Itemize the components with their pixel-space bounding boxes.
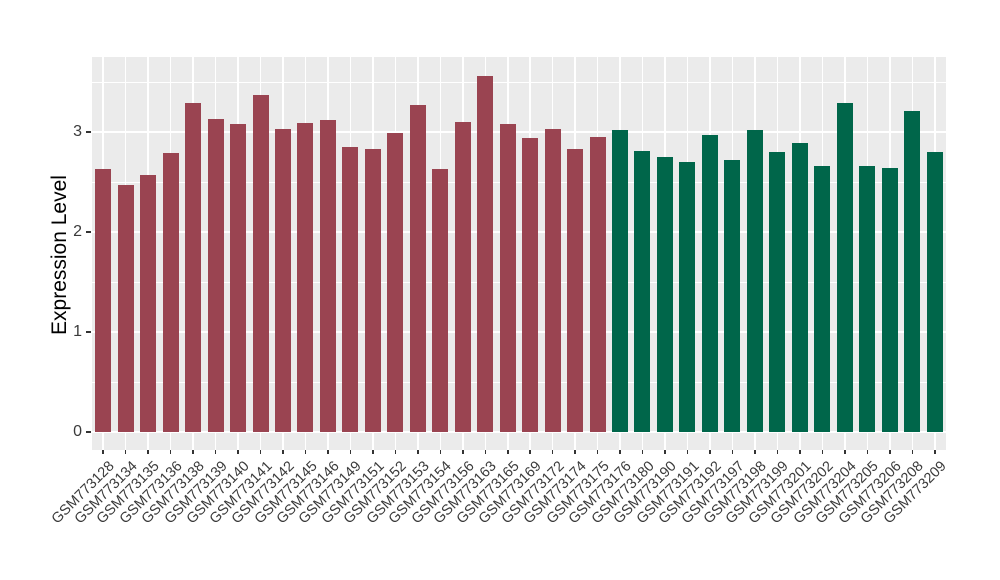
y-tick (86, 231, 91, 233)
bar (274, 129, 291, 432)
y-tick (86, 131, 91, 133)
bar (499, 124, 516, 432)
bar (185, 103, 202, 432)
x-tick (731, 450, 734, 454)
x-tick (214, 450, 217, 454)
x-tick (934, 450, 936, 454)
y-tick-label: 3 (73, 123, 82, 140)
x-tick (844, 450, 846, 454)
gridline-h-minor (92, 282, 946, 283)
bar (904, 111, 921, 432)
bar (589, 137, 606, 432)
x-tick (596, 450, 599, 454)
x-tick (686, 450, 689, 454)
gridline-h-major (92, 331, 946, 333)
bar (522, 138, 539, 432)
bar (791, 143, 808, 432)
x-tick (102, 450, 104, 454)
x-tick (439, 450, 442, 454)
bar (477, 76, 494, 432)
bar (679, 162, 696, 432)
plot-panel (92, 57, 946, 450)
x-tick (394, 450, 397, 454)
x-tick (304, 450, 307, 454)
bar (544, 129, 561, 432)
bar (746, 130, 763, 432)
y-tick-label: 2 (73, 223, 82, 240)
x-tick (776, 450, 779, 454)
bar (95, 169, 112, 432)
bar (567, 149, 584, 432)
bar (297, 123, 314, 432)
bar (342, 147, 359, 432)
bar (252, 95, 269, 432)
bars-layer (92, 57, 946, 432)
bar (364, 149, 381, 432)
bar (207, 119, 224, 432)
y-tick (86, 331, 91, 333)
x-tick (192, 450, 194, 454)
bar (409, 105, 426, 432)
bar (612, 130, 629, 432)
bar (814, 166, 831, 432)
y-tick-label: 1 (73, 323, 82, 340)
y-axis-title: Expression Level (48, 175, 71, 335)
x-tick (237, 450, 239, 454)
gridline-h-minor (92, 182, 946, 183)
y-tick-label: 0 (73, 423, 82, 440)
x-tick (709, 450, 711, 454)
bar (881, 168, 898, 432)
bar (140, 175, 157, 432)
bar (230, 124, 247, 432)
bar (319, 120, 336, 432)
bar (387, 133, 404, 432)
bar (117, 185, 134, 432)
x-tick (372, 450, 374, 454)
bar (701, 135, 718, 432)
x-tick (551, 450, 554, 454)
bar (769, 152, 786, 432)
x-tick (147, 450, 149, 454)
bar (162, 153, 179, 432)
x-tick (462, 450, 464, 454)
x-tick (911, 450, 914, 454)
bar (656, 157, 673, 432)
x-tick (754, 450, 756, 454)
x-tick (259, 450, 262, 454)
y-tick (86, 431, 91, 433)
x-tick (417, 450, 419, 454)
x-tick (327, 450, 329, 454)
x-tick (641, 450, 644, 454)
x-tick (349, 450, 352, 454)
x-tick (169, 450, 172, 454)
bar (859, 166, 876, 432)
x-tick (889, 450, 891, 454)
x-tick (484, 450, 487, 454)
x-tick (124, 450, 127, 454)
x-tick (282, 450, 284, 454)
bar (454, 122, 471, 432)
x-tick (529, 450, 531, 454)
bar (926, 152, 943, 432)
gridline-h-major (92, 131, 946, 133)
bar (432, 169, 449, 432)
x-tick (821, 450, 824, 454)
x-tick (619, 450, 621, 454)
x-tick (664, 450, 666, 454)
gridline-h-major (92, 231, 946, 233)
gridline-h-major (92, 431, 946, 433)
x-tick (574, 450, 576, 454)
gridline-h-minor (92, 382, 946, 383)
bar (634, 151, 651, 432)
x-tick (507, 450, 509, 454)
bar (836, 103, 853, 432)
bar (724, 160, 741, 432)
x-tick (866, 450, 869, 454)
gridline-h-minor (92, 82, 946, 83)
x-tick (799, 450, 801, 454)
